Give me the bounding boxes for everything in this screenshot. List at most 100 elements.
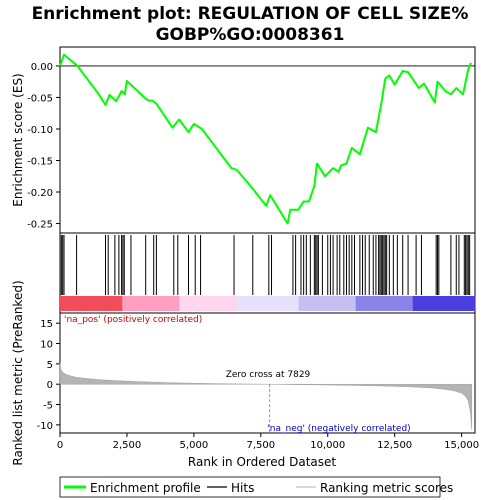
es-panel: 0.00 -0.05 -0.10 -0.15 -0.20 -0.25	[27, 53, 475, 231]
rank-gradient-segment	[168, 296, 175, 311]
rank-gradient-segment	[122, 296, 129, 311]
es-y-tick-label: -0.05	[27, 93, 53, 104]
rank-gradient-segment	[251, 296, 258, 311]
rank-gradient-segment	[309, 296, 315, 311]
rank-gradient-segment	[345, 296, 352, 311]
rank-gradient-segment	[75, 296, 82, 311]
es-y-tick-label: -0.25	[27, 220, 53, 231]
rank-gradient-segment	[386, 296, 393, 311]
es-y-axis-label: Enrichment score (ES)	[11, 73, 25, 206]
rank-gradient-segment	[65, 296, 71, 311]
rank-gradient-segment	[70, 296, 77, 311]
rank-gradient-segment	[449, 296, 455, 311]
rank-gradient-segment	[210, 296, 217, 311]
rank-gradient-segment	[194, 296, 201, 311]
rank-gradient-segment	[329, 296, 336, 311]
rank-gradient-segment	[85, 296, 92, 311]
rank-gradient-segment	[127, 296, 134, 311]
rank-gradient-segment	[117, 296, 123, 311]
rank-gradient-segment	[371, 296, 378, 311]
rank-gradient-segment	[340, 296, 346, 311]
rank-gradient-segment	[148, 296, 154, 311]
rank-gradient-segment	[443, 296, 450, 311]
enrichment-profile-line	[59, 53, 472, 225]
rank-gradient-segment	[464, 296, 471, 311]
rank-gradient-segment	[319, 296, 326, 311]
rank-gradient-segment	[355, 296, 362, 311]
rank-gradient-segment	[267, 296, 274, 311]
hits-panel	[60, 235, 476, 311]
x-tick-label: 7,500	[246, 440, 275, 451]
rank-gradient-segment	[132, 296, 139, 311]
rank-gradient-segment	[226, 296, 232, 311]
chart-title-line2: GOBP%GO:0008361	[156, 25, 345, 45]
rank-gradient-segment	[334, 296, 341, 311]
pos-label: 'na_pos' (positively correlated)	[64, 315, 202, 325]
rank-gradient-segment	[454, 296, 461, 311]
rank-gradient-segment	[350, 296, 357, 311]
rank-gradient-segment	[469, 296, 476, 311]
rank-gradient-segment	[366, 296, 372, 311]
es-y-tick-label: -0.15	[27, 156, 53, 167]
rank-gradient-segment	[417, 296, 424, 311]
rank-gradient-segment	[407, 296, 414, 311]
rank-gradient-segment	[153, 296, 160, 311]
rank-gradient-segment	[241, 296, 248, 311]
rank-gradient-segment	[189, 296, 196, 311]
rank-gradient-segment	[220, 296, 227, 311]
rank-gradient-segment	[303, 296, 310, 311]
metric-y-tick-label: 15	[40, 319, 53, 330]
rank-gradient-segment	[91, 296, 97, 311]
rank-gradient-segment	[360, 296, 367, 311]
rank-gradient-segment	[324, 296, 331, 311]
rank-gradient-segment	[111, 296, 118, 311]
rank-gradient-segment	[397, 296, 403, 311]
x-axis-label: Rank in Ordered Dataset	[188, 455, 336, 469]
rank-gradient-segment	[438, 296, 445, 311]
metric-panel: 15 10 5 0 -5 -10	[37, 319, 473, 433]
rank-gradient-segment	[60, 296, 66, 311]
rank-gradient-segment	[423, 296, 429, 311]
rank-gradient-segment	[314, 296, 320, 311]
rank-gradient-segment	[236, 296, 243, 311]
rank-gradient-segment	[262, 296, 269, 311]
rank-gradient-segment	[101, 296, 108, 311]
rank-gradient-segment	[80, 296, 87, 311]
legend-frame	[59, 476, 441, 498]
rank-gradient-segment	[179, 296, 186, 311]
rank-gradient-segment	[433, 296, 440, 311]
metric-y-tick-label: -5	[43, 401, 53, 412]
rank-gradient-segment	[298, 296, 305, 311]
rank-gradient-segment	[376, 296, 383, 311]
rank-gradient-segment	[272, 296, 279, 311]
rank-gradient-segment	[288, 296, 295, 311]
metric-y-tick-label: 10	[40, 340, 53, 351]
rank-gradient-segment	[392, 296, 398, 311]
rank-gradient-segment	[106, 296, 113, 311]
rank-gradient-segment	[293, 296, 300, 311]
chart-title-line1: Enrichment plot: REGULATION OF CELL SIZE…	[32, 4, 469, 24]
rank-gradient-segment	[184, 296, 191, 311]
rank-gradient-segment	[174, 296, 180, 311]
rank-gradient-segment	[257, 296, 263, 311]
rank-gradient-segment	[428, 296, 435, 311]
metric-y-axis-label: Ranked list metric (PreRanked)	[11, 280, 25, 465]
rank-gradient-segment	[381, 296, 388, 311]
rank-gradient-segment	[158, 296, 165, 311]
rank-gradient-segment	[163, 296, 170, 311]
rank-gradient-segment	[277, 296, 284, 311]
rank-gradient-segment	[459, 296, 466, 311]
x-axis: 0 2,500 5,000 7,500 10,000 12,500 15,000	[57, 433, 479, 451]
metric-y-tick-label: 0	[47, 380, 53, 391]
rank-gradient-segment	[246, 296, 253, 311]
rank-gradient-segment	[200, 296, 206, 311]
neg-label: 'na_neg' (negatively correlated)	[267, 424, 410, 434]
legend-item-label: Enrichment profile	[90, 481, 201, 495]
rank-gradient-segment	[283, 296, 289, 311]
rank-gradient-segment	[215, 296, 222, 311]
es-y-tick-label: 0.00	[31, 62, 53, 73]
rank-gradient-segment	[96, 296, 103, 311]
x-tick-label: 0	[57, 440, 63, 451]
legend: Enrichment profile Hits Ranking metric sco…	[59, 476, 453, 498]
